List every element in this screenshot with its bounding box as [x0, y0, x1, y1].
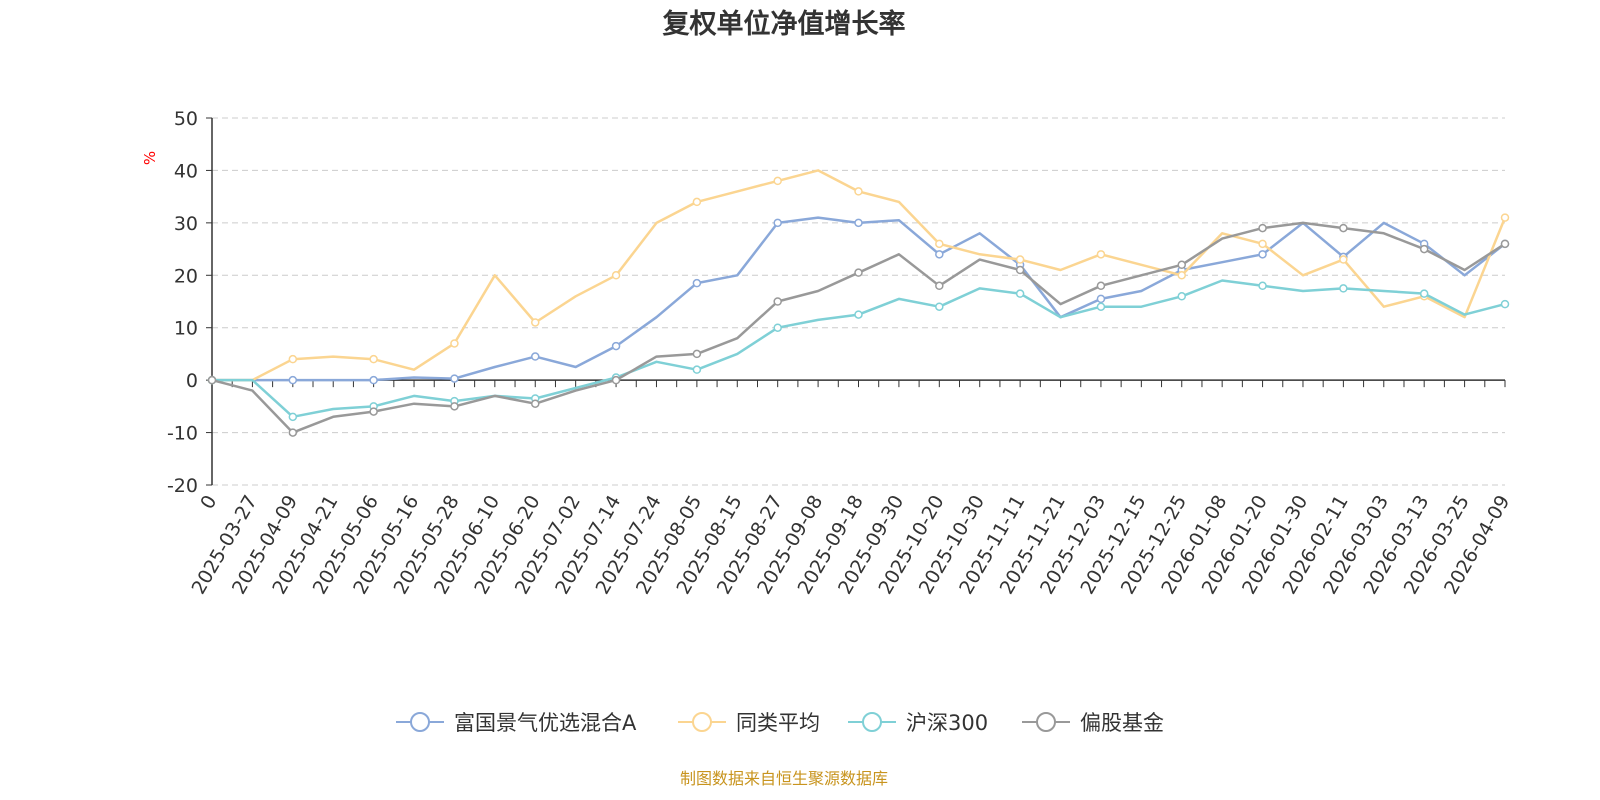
legend-label: 富国景气优选混合A — [454, 711, 637, 735]
legend-item[interactable]: 偏股基金 — [1022, 711, 1164, 735]
data-point — [1177, 292, 1186, 301]
y-tick-label: 10 — [174, 318, 198, 340]
data-point — [450, 374, 459, 383]
legend-marker-icon — [862, 712, 882, 732]
source-note: 制图数据来自恒生聚源数据库 — [679, 769, 888, 788]
legend-marker-icon — [410, 712, 430, 732]
axes: -20-1001020304050%02025-03-272025-04-092… — [141, 108, 1514, 598]
data-point — [1500, 239, 1510, 249]
legend-label: 沪深300 — [906, 711, 988, 735]
data-point — [773, 297, 782, 306]
data-point — [1258, 223, 1267, 233]
data-point — [1177, 260, 1186, 270]
data-point — [935, 281, 944, 291]
series-0 — [207, 216, 1510, 385]
y-tick-label: 40 — [174, 160, 198, 182]
y-tick-label: 50 — [174, 108, 198, 130]
data-point — [1419, 244, 1429, 254]
x-tick-label: 0 — [196, 492, 221, 513]
data-point — [1015, 289, 1025, 298]
data-point — [1419, 289, 1429, 298]
data-point — [531, 399, 540, 408]
y-tick-label: 30 — [174, 213, 198, 235]
data-point — [1015, 265, 1025, 275]
series-3 — [207, 221, 1510, 437]
legend[interactable]: 富国景气优选混合A 同类平均 沪深300 偏股基金 — [396, 711, 1164, 735]
data-point — [611, 341, 621, 351]
data-point — [935, 250, 944, 259]
series-1 — [207, 169, 1510, 385]
data-point — [1096, 302, 1106, 311]
data-point — [1258, 281, 1267, 291]
legend-marker-icon — [692, 712, 712, 732]
data-point — [692, 365, 702, 374]
data-point — [1500, 299, 1510, 309]
data-point — [773, 218, 782, 228]
data-point — [1096, 281, 1106, 291]
data-point — [935, 302, 944, 311]
data-point — [531, 318, 540, 327]
data-point — [692, 278, 702, 288]
data-point — [854, 310, 863, 319]
data-point — [1339, 284, 1348, 293]
data-point — [692, 349, 702, 359]
series-lines — [207, 169, 1510, 437]
grid-lines — [212, 117, 1505, 486]
y-tick-label: 0 — [186, 370, 198, 392]
data-point — [692, 197, 702, 207]
data-point — [935, 239, 944, 249]
data-point — [773, 176, 782, 186]
legend-label: 偏股基金 — [1080, 711, 1164, 735]
data-point — [1096, 294, 1106, 304]
data-point — [369, 354, 378, 364]
data-point — [531, 352, 540, 361]
series-line — [212, 279, 1506, 419]
data-point — [611, 375, 621, 385]
data-point — [288, 428, 298, 437]
data-point — [773, 323, 782, 332]
data-point — [369, 375, 378, 385]
data-point — [450, 339, 459, 348]
y-tick-label: 20 — [174, 265, 198, 287]
data-point — [207, 375, 217, 385]
data-point — [1258, 250, 1267, 259]
y-tick-label: -10 — [167, 423, 198, 445]
chart-title: 复权单位净值增长率 — [662, 9, 906, 40]
legend-item[interactable]: 富国景气优选混合A — [396, 711, 637, 735]
data-point — [1096, 250, 1106, 259]
legend-marker-icon — [1036, 712, 1056, 732]
legend-item[interactable]: 同类平均 — [678, 711, 820, 735]
series-2 — [207, 279, 1510, 422]
legend-item[interactable]: 沪深300 — [848, 711, 988, 735]
data-point — [611, 271, 621, 280]
data-point — [1339, 255, 1348, 264]
data-point — [1177, 271, 1186, 280]
data-point — [854, 187, 863, 196]
data-point — [1258, 239, 1267, 249]
data-point — [854, 268, 863, 277]
data-point — [369, 407, 378, 416]
y-axis-label: % — [141, 151, 159, 165]
data-point — [288, 412, 298, 422]
data-point — [1015, 255, 1025, 264]
data-point — [854, 218, 863, 228]
legend-label: 同类平均 — [736, 711, 820, 735]
y-tick-label: -20 — [167, 475, 198, 497]
data-point — [1500, 213, 1510, 222]
data-point — [288, 375, 298, 385]
data-point — [450, 402, 459, 411]
series-line — [212, 216, 1506, 382]
data-point — [288, 354, 298, 364]
data-point — [1339, 223, 1348, 233]
